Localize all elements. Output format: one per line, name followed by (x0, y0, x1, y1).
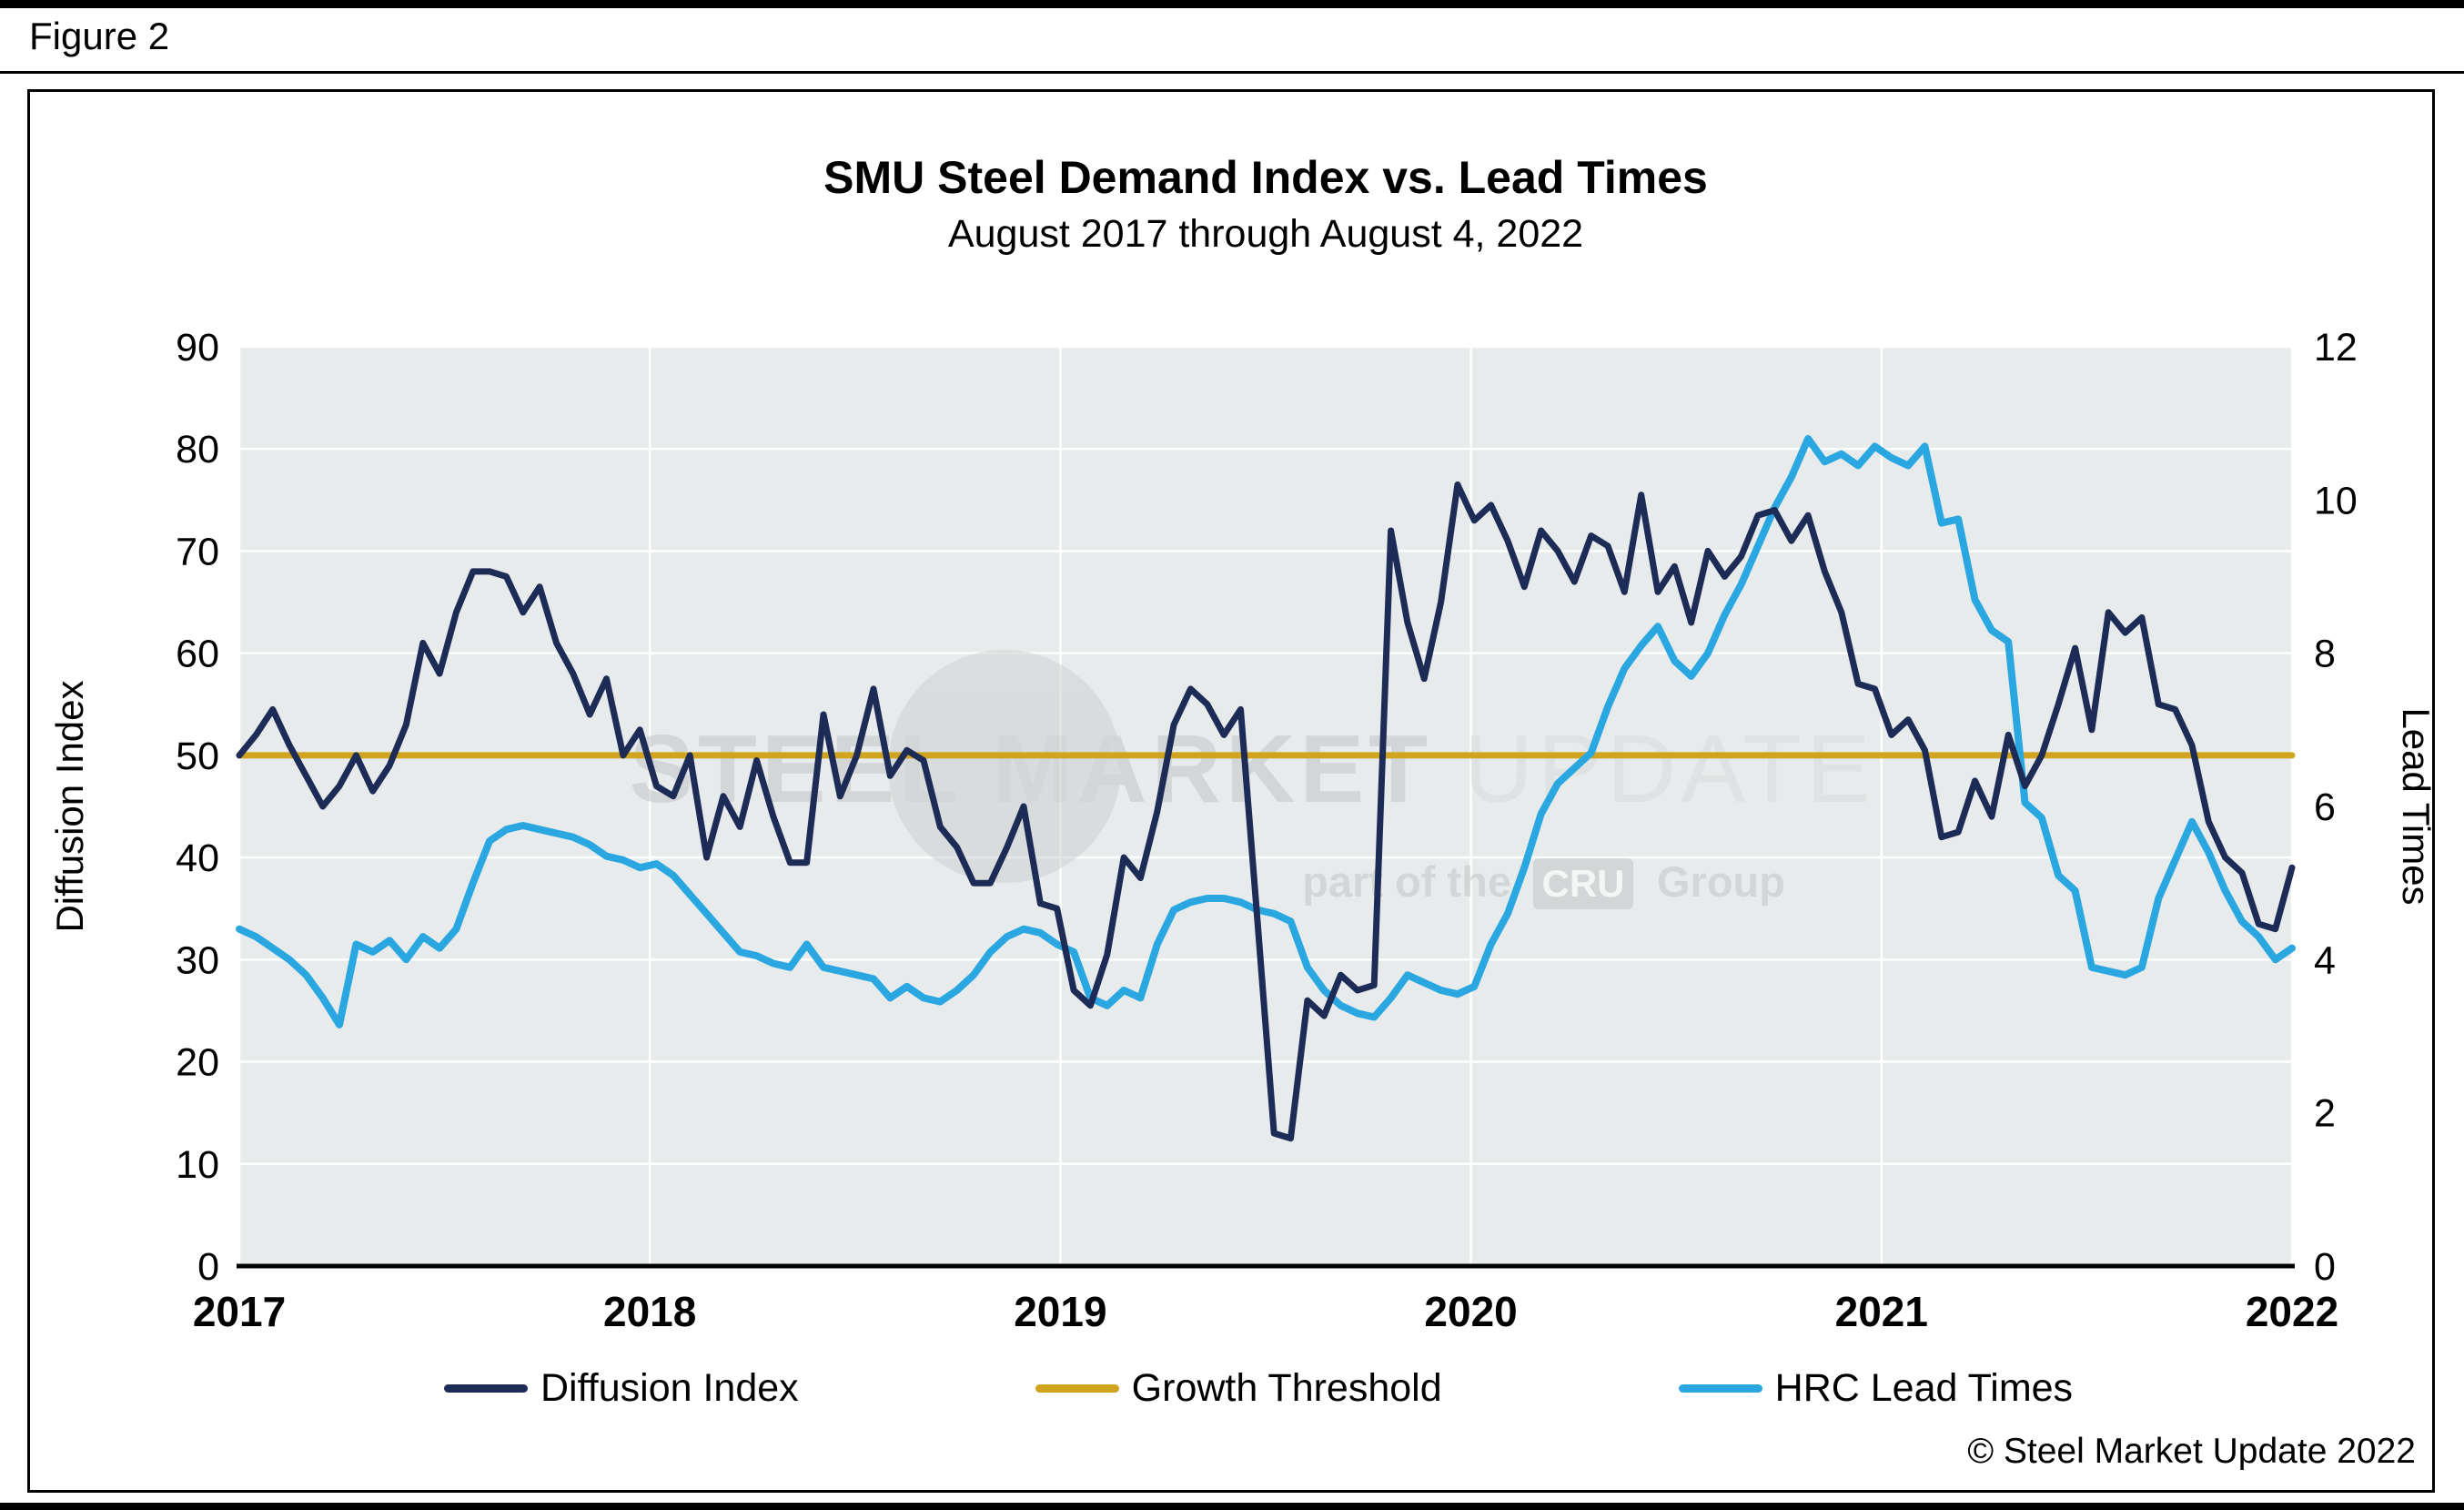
figure-label: Figure 2 (29, 15, 170, 57)
svg-text:2022: 2022 (2246, 1288, 2338, 1335)
svg-text:80: 80 (176, 428, 219, 471)
legend-item-diffusion-index: Diffusion Index (444, 1366, 799, 1411)
svg-text:30: 30 (176, 938, 219, 982)
svg-text:0: 0 (2314, 1245, 2336, 1289)
svg-text:0: 0 (197, 1245, 219, 1289)
svg-text:2021: 2021 (1835, 1288, 1928, 1335)
chart-figure-box: STEEL MARKET UPDATE part of the CRU Group 0 1… (27, 89, 2435, 1493)
svg-text:40: 40 (176, 836, 219, 880)
legend-label-hrc-lead-times: HRC Lead Times (1774, 1366, 2074, 1410)
svg-text:6: 6 (2314, 785, 2336, 829)
chart-title: SMU Steel Demand Index vs. Lead Times (823, 152, 1708, 203)
svg-text:90: 90 (176, 326, 219, 370)
chart-title-block: SMU Steel Demand Index vs. Lead Times Au… (239, 152, 2292, 257)
svg-text:Lead Times: Lead Times (2395, 707, 2432, 905)
svg-text:60: 60 (176, 633, 219, 676)
legend-item-hrc-lead-times: HRC Lead Times (1678, 1366, 2074, 1411)
svg-text:2: 2 (2314, 1092, 2336, 1136)
legend-label-diffusion-index: Diffusion Index (540, 1366, 799, 1410)
svg-text:8: 8 (2314, 633, 2336, 676)
legend-item-growth-threshold: Growth Threshold (1035, 1366, 1442, 1411)
svg-text:2018: 2018 (603, 1288, 696, 1335)
svg-text:2019: 2019 (1014, 1288, 1106, 1335)
svg-text:12: 12 (2314, 326, 2358, 370)
chart-subtitle: August 2017 through August 4, 2022 (947, 211, 1584, 256)
svg-text:CRU: CRU (1542, 862, 1625, 905)
svg-text:part of the: part of the (1302, 857, 1511, 906)
svg-text:2017: 2017 (193, 1288, 286, 1335)
legend-swatch-hrc-lead-times (1678, 1384, 1762, 1393)
copyright-text: © Steel Market Update 2022 (1967, 1432, 2416, 1471)
svg-text:70: 70 (176, 530, 219, 573)
svg-text:50: 50 (176, 735, 219, 778)
svg-text:4: 4 (2314, 938, 2336, 982)
legend-swatch-diffusion-index (444, 1384, 528, 1393)
svg-text:2020: 2020 (1424, 1288, 1517, 1335)
svg-text:20: 20 (176, 1041, 219, 1085)
svg-text:Diffusion Index: Diffusion Index (48, 680, 91, 932)
bottom-border-bar (0, 1503, 2464, 1510)
top-border-bar (0, 0, 2464, 8)
svg-text:10: 10 (176, 1143, 219, 1187)
legend-label-growth-threshold: Growth Threshold (1131, 1366, 1442, 1410)
svg-text:10: 10 (2314, 479, 2358, 522)
figure-underline (0, 71, 2464, 74)
chart-legend: Diffusion Index Growth Threshold HRC Lea… (444, 1366, 2073, 1411)
legend-swatch-growth-threshold (1035, 1384, 1119, 1393)
svg-text:Group: Group (1657, 857, 1785, 906)
